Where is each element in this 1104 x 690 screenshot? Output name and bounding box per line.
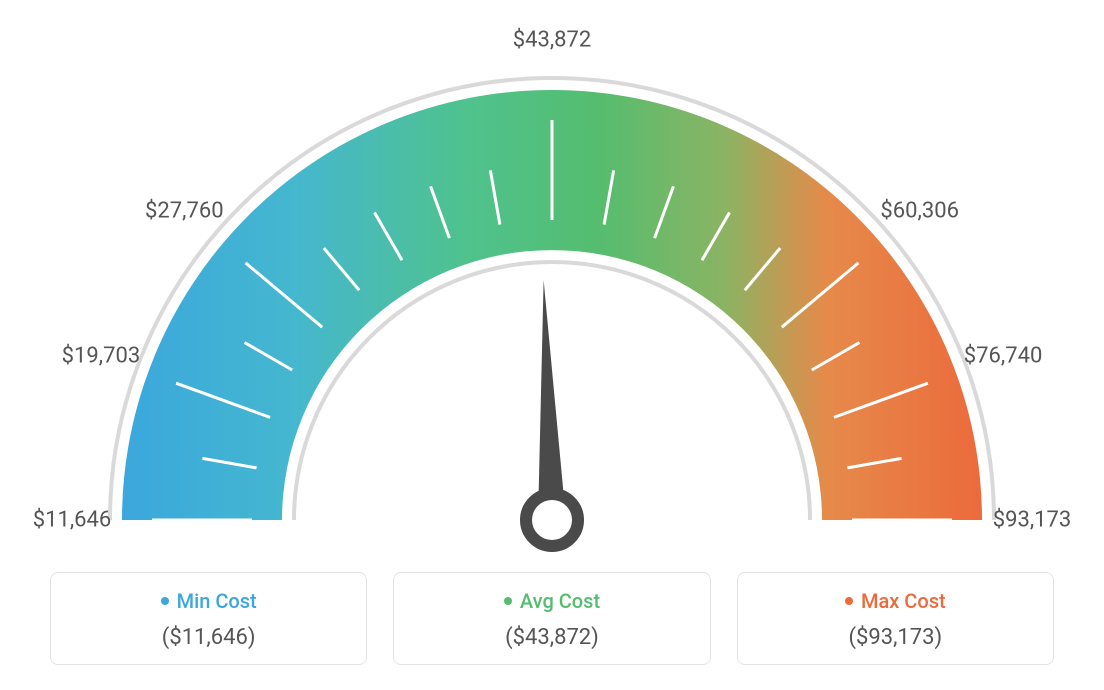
legend-title-min: Min Cost (161, 589, 257, 613)
dot-icon-max (845, 597, 853, 605)
gauge-area: $11,646 $19,703 $27,760 $43,872 $60,306 $76,7… (0, 0, 1104, 560)
gauge-tick-label: $76,740 (964, 343, 1043, 368)
gauge-tick-label: $11,646 (33, 508, 112, 533)
legend-card-avg: Avg Cost ($43,872) (393, 572, 710, 665)
legend-row: Min Cost ($11,646) Avg Cost ($43,872) Ma… (0, 572, 1104, 665)
legend-title-max: Max Cost (845, 589, 946, 613)
legend-card-max: Max Cost ($93,173) (737, 572, 1054, 665)
dot-icon-avg (504, 597, 512, 605)
legend-title-text-min: Min Cost (177, 589, 257, 613)
cost-gauge-chart: $11,646 $19,703 $27,760 $43,872 $60,306 $76,7… (0, 0, 1104, 690)
legend-title-text-avg: Avg Cost (520, 589, 600, 613)
gauge-tick-label: $43,872 (513, 28, 592, 53)
legend-card-min: Min Cost ($11,646) (50, 572, 367, 665)
gauge-tick-label: $93,173 (993, 508, 1072, 533)
gauge-svg (0, 0, 1104, 560)
legend-value-min: ($11,646) (61, 625, 356, 650)
legend-title-avg: Avg Cost (504, 589, 600, 613)
gauge-tick-label: $19,703 (62, 343, 141, 368)
gauge-tick-label: $60,306 (880, 199, 959, 224)
gauge-tick-label: $27,760 (145, 199, 224, 224)
legend-value-max: ($93,173) (748, 625, 1043, 650)
dot-icon-min (161, 597, 169, 605)
legend-title-text-max: Max Cost (861, 589, 946, 613)
legend-value-avg: ($43,872) (404, 625, 699, 650)
